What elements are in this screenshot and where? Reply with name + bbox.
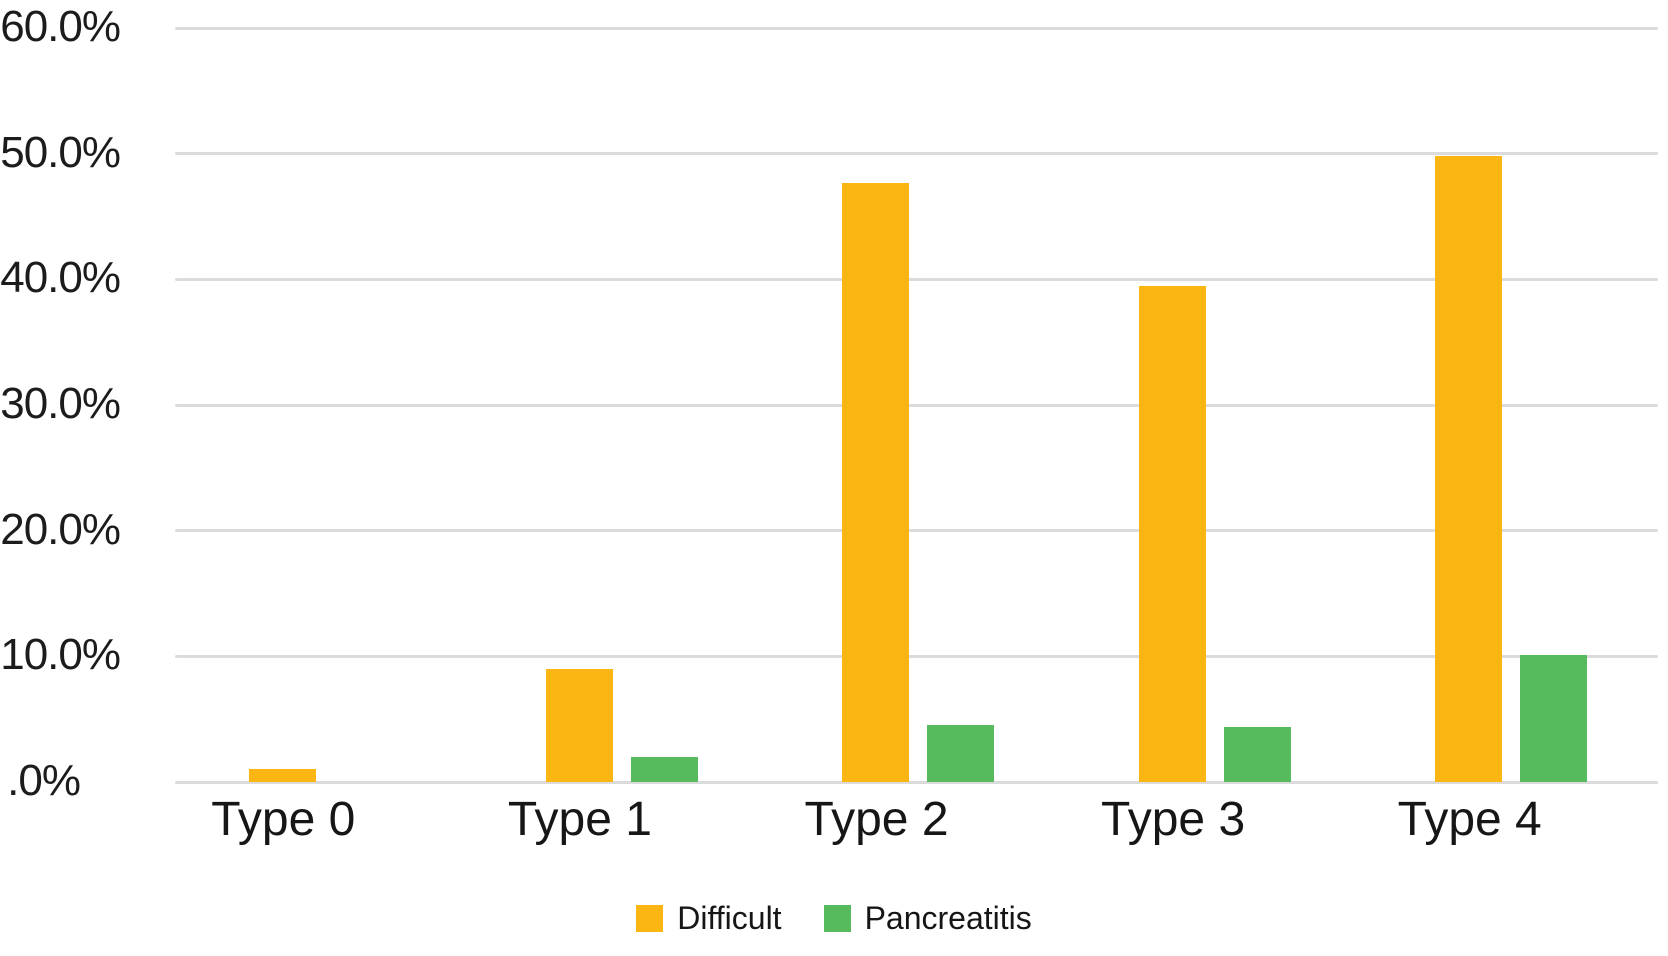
x-axis-label-type-0: Type 0 [211,793,356,846]
x-axis-label-type-2: Type 2 [804,793,949,846]
legend: Difficult Pancreatitis [0,900,1668,937]
y-axis: 60.0% 50.0% 40.0% 30.0% 20.0% 10.0% .0% [0,0,121,956]
y-axis-tick-label: 20.0% [0,504,121,554]
x-axis-label-type-4: Type 4 [1397,793,1542,846]
gridline [175,529,1658,533]
y-axis-tick-label: .0% [7,756,81,806]
gridline [175,403,1658,407]
legend-item-difficult: Difficult [636,900,782,937]
gridline [175,277,1658,281]
bar-difficult-type-3 [1138,285,1206,782]
bar-difficult-type-0 [249,769,316,782]
bar-pancreatitis-type-4 [1520,655,1588,782]
bar-pancreatitis-type-1 [630,756,698,782]
y-axis-tick-label: 30.0% [0,379,121,429]
plot-area [175,26,1658,784]
x-axis-label-type-1: Type 1 [507,793,652,846]
y-axis-tick-label: 50.0% [0,127,121,177]
legend-label-pancreatitis: Pancreatitis [864,900,1032,936]
bar-difficult-type-2 [842,182,910,782]
bar-pancreatitis-type-2 [927,725,995,782]
x-axis-label-type-3: Type 3 [1101,793,1246,846]
gridline [175,152,1658,156]
y-axis-tick-label: 10.0% [0,630,121,680]
bar-pancreatitis-type-3 [1223,726,1291,782]
y-axis-tick-label: 60.0% [0,2,121,52]
legend-swatch-difficult-icon [636,905,664,932]
gridline [175,26,1658,30]
gridline [175,654,1658,658]
legend-swatch-pancreatitis-icon [823,905,851,932]
gridline [175,780,1658,784]
bar-difficult-type-4 [1435,156,1503,782]
legend-label-difficult: Difficult [677,900,782,936]
bar-difficult-type-1 [545,668,613,782]
legend-item-pancreatitis: Pancreatitis [823,900,1032,937]
y-axis-tick-label: 40.0% [0,253,121,303]
